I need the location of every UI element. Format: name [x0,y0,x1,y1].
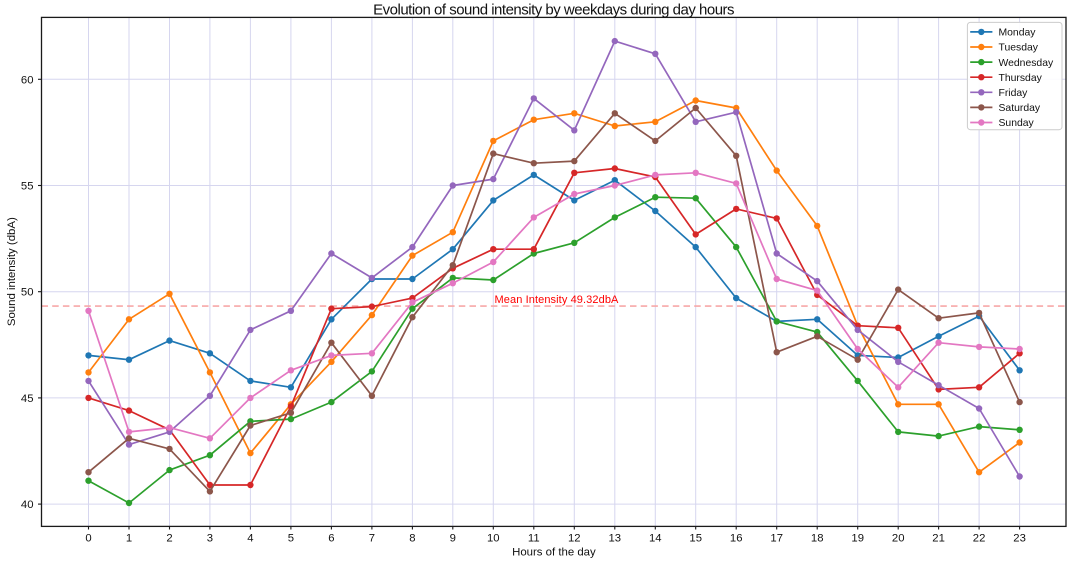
svg-text:5: 5 [288,533,294,545]
svg-text:Sound intensity (dbA): Sound intensity (dbA) [6,217,18,326]
svg-text:9: 9 [450,533,456,545]
svg-text:17: 17 [770,533,783,545]
svg-text:13: 13 [609,533,622,545]
svg-text:60: 60 [21,74,34,86]
svg-text:7: 7 [369,533,375,545]
svg-text:18: 18 [811,533,824,545]
svg-text:2: 2 [166,533,172,545]
svg-text:19: 19 [851,533,864,545]
svg-text:50: 50 [21,287,34,299]
svg-text:23: 23 [1013,533,1026,545]
svg-text:6: 6 [328,533,334,545]
svg-text:14: 14 [649,533,662,545]
svg-text:Thursday: Thursday [999,73,1043,84]
svg-text:Saturday: Saturday [999,103,1041,114]
svg-text:40: 40 [21,499,34,511]
svg-text:15: 15 [689,533,702,545]
svg-text:Hours of the day: Hours of the day [512,546,596,558]
svg-text:12: 12 [568,533,581,545]
svg-text:Evolution of sound intensity b: Evolution of sound intensity by weekdays… [373,2,734,19]
svg-text:10: 10 [487,533,500,545]
svg-text:21: 21 [932,533,945,545]
svg-text:Friday: Friday [999,88,1029,99]
svg-text:45: 45 [21,393,34,405]
svg-text:11: 11 [528,533,540,545]
svg-text:Tuesday: Tuesday [999,43,1039,54]
svg-text:8: 8 [409,533,415,545]
svg-text:1: 1 [126,533,132,545]
svg-text:Wednesday: Wednesday [999,58,1054,69]
svg-text:Mean Intensity 49.32dbA: Mean Intensity 49.32dbA [495,294,620,306]
svg-text:22: 22 [973,533,986,545]
svg-text:3: 3 [207,533,213,545]
svg-text:55: 55 [21,181,34,193]
svg-text:16: 16 [730,533,743,545]
svg-text:20: 20 [892,533,905,545]
svg-text:Monday: Monday [999,28,1037,39]
svg-text:4: 4 [247,533,253,545]
svg-text:Sunday: Sunday [999,118,1035,129]
svg-text:0: 0 [85,533,91,545]
